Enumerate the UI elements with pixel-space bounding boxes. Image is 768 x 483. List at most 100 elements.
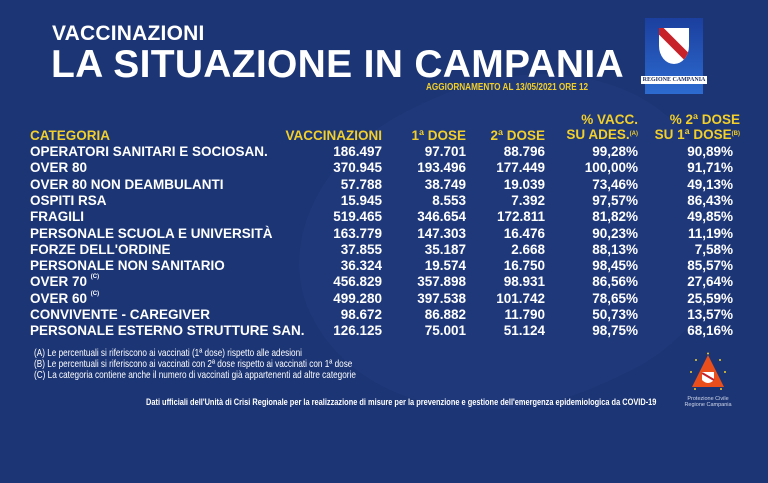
cell-vacc: 15.945 (340, 192, 382, 208)
cell-d2: 16.750 (503, 258, 545, 274)
footnote-c: (C) La categoria contiene anche il numer… (34, 369, 356, 381)
cell-vacc: 186.497 (333, 144, 382, 159)
cell-d1: 346.654 (417, 209, 466, 225)
cell-p1: 100,00% (584, 160, 638, 176)
col-dose1: 1ª DOSE (411, 128, 466, 143)
cell-d1: 38.749 (424, 176, 466, 192)
row-category: PERSONALE ESTERNO STRUTTURE SAN. (30, 323, 305, 338)
row-category: OVER 80 (30, 160, 87, 175)
cell-p1: 50,73% (592, 307, 638, 322)
col-dose2: 2ª DOSE (490, 128, 545, 143)
footnote-b: (B) Le percentuali si riferiscono ai vac… (34, 358, 353, 370)
cell-vacc: 37.855 (340, 241, 382, 257)
cell-d2: 98.931 (503, 274, 545, 290)
cell-p2: 13,57% (687, 307, 733, 322)
protezione-civile-text: Protezione Civile Regione Campania (676, 396, 740, 408)
table-row: OVER 80 NON DEAMBULANTI 57.788 38.749 19.03… (30, 177, 750, 193)
cell-d1: 397.538 (417, 290, 466, 306)
note-marker: (C) (90, 274, 100, 281)
logo-text: REGIONE CAMPANIA (640, 76, 708, 84)
row-category: OVER 60 (C) (30, 291, 99, 306)
cell-p2: 25,59% (687, 290, 733, 306)
category-label: OVER 80 NON DEAMBULANTI (30, 176, 224, 192)
cell-p2: 90,89% (687, 144, 733, 159)
row-category: OVER 80 NON DEAMBULANTI (30, 177, 224, 192)
category-label: PERSONALE SCUOLA E UNIVERSITÀ (30, 225, 273, 241)
note-marker: (A) (629, 131, 638, 137)
cell-vacc: 163.779 (333, 225, 382, 241)
row-category: FORZE DELL'ORDINE (30, 242, 170, 257)
col-pct-2dose-line1: % 2ª DOSE (669, 112, 740, 127)
table-row: CONVIVENTE - CAREGIVER 98.672 86.882 11.790… (30, 307, 750, 323)
cell-d2: 177.449 (496, 160, 545, 176)
col-pct-2dose-line2: SU 1ª DOSE (654, 127, 732, 142)
cell-p1: 99,28% (592, 144, 638, 159)
shield-icon (659, 28, 689, 64)
col-pct-vacc: % VACC. SU ADES.(A) (566, 112, 638, 142)
cell-d1: 35.187 (424, 241, 466, 257)
category-label: PERSONALE ESTERNO STRUTTURE SAN. (30, 323, 305, 339)
cell-d2: 88.796 (503, 144, 545, 159)
page-title: LA SITUAZIONE IN CAMPANIA (51, 43, 624, 86)
category-label: OVER 70 (30, 274, 88, 290)
category-label: OVER 80 (30, 160, 88, 176)
table-row: PERSONALE NON SANITARIO 36.324 19.574 16.75… (30, 258, 750, 274)
table-row: OVER 70 (C) 456.829 357.898 98.931 86,56% 27,… (30, 274, 750, 290)
footnotes: (A) Le percentuali si riferiscono ai vac… (34, 348, 356, 381)
cell-p2: 91,71% (687, 160, 733, 176)
cell-p1: 98,45% (592, 258, 638, 274)
cell-p1: 90,23% (592, 225, 638, 241)
note-marker: (C) (90, 290, 100, 297)
cell-d1: 8.553 (432, 192, 466, 208)
category-label: FORZE DELL'ORDINE (30, 241, 171, 257)
col-pct-vacc-line1: % VACC. (581, 112, 638, 127)
cell-p1: 88,13% (592, 241, 638, 257)
cell-d2: 19.039 (503, 176, 545, 192)
cell-d2: 2.668 (511, 241, 545, 257)
category-label: PERSONALE NON SANITARIO (30, 258, 225, 274)
table-row: OPERATORI SANITARI E SOCIOSAN. 186.497 97.… (30, 144, 750, 160)
row-category: OVER 70 (C) (30, 274, 99, 289)
row-category: OSPITI RSA (30, 193, 107, 208)
cell-p2: 85,57% (687, 258, 733, 274)
table-row: OVER 80 370.945 193.496 177.449 100,00% 91,71… (30, 160, 750, 176)
cell-d2: 7.392 (511, 192, 545, 208)
category-label: FRAGILI (30, 209, 84, 225)
table-row: OVER 60 (C) 499.280 397.538 101.742 78,65% 25… (30, 291, 750, 307)
col-pct-2dose: % 2ª DOSE SU 1ª DOSE(B) (655, 112, 740, 142)
update-timestamp: AGGIORNAMENTO AL 13/05/2021 ORE 12 (426, 82, 589, 93)
row-category: CONVIVENTE - CAREGIVER (30, 307, 210, 322)
row-category: OPERATORI SANITARI E SOCIOSAN. (30, 144, 268, 159)
cell-p1: 73,46% (592, 176, 638, 192)
cell-vacc: 98.672 (340, 307, 382, 322)
col-vaccinazioni: VACCINAZIONI (285, 128, 383, 143)
protezione-civile-logo (690, 352, 726, 390)
cell-d1: 193.496 (417, 160, 466, 176)
cell-p2: 68,16% (687, 323, 733, 339)
cell-p2: 7,58% (694, 241, 733, 257)
cell-p1: 86,56% (592, 274, 638, 290)
cell-d2: 11.790 (504, 307, 545, 322)
category-label: OVER 60 (30, 290, 88, 306)
cell-p2: 27,64% (687, 274, 733, 290)
cell-vacc: 456.829 (333, 274, 382, 290)
regione-campania-logo: REGIONE CAMPANIA (640, 18, 708, 94)
category-label: OPERATORI SANITARI E SOCIOSAN. (30, 144, 268, 159)
row-category: FRAGILI (30, 209, 84, 224)
cell-d1: 75.001 (424, 323, 466, 339)
col-categoria: CATEGORIA (30, 128, 110, 143)
cell-d1: 86.882 (424, 307, 466, 322)
row-category: PERSONALE SCUOLA E UNIVERSITÀ (30, 226, 273, 241)
cell-p1: 81,82% (592, 209, 638, 225)
cell-vacc: 499.280 (333, 290, 382, 306)
cell-d2: 101.742 (496, 290, 545, 306)
cell-d1: 97.701 (424, 144, 466, 159)
table-row: PERSONALE SCUOLA E UNIVERSITÀ 163.779 147.… (30, 226, 750, 242)
source-footer: Dati ufficiali dell'Unità di Crisi Regio… (146, 397, 657, 408)
cell-p2: 11,19% (687, 225, 733, 241)
cell-p2: 49,13% (687, 176, 733, 192)
table-row: FRAGILI 519.465 346.654 172.811 81,82% 49,85% (30, 209, 750, 225)
cell-vacc: 36.324 (340, 258, 382, 274)
cell-vacc: 370.945 (333, 160, 382, 176)
cell-p1: 78,65% (592, 290, 638, 306)
